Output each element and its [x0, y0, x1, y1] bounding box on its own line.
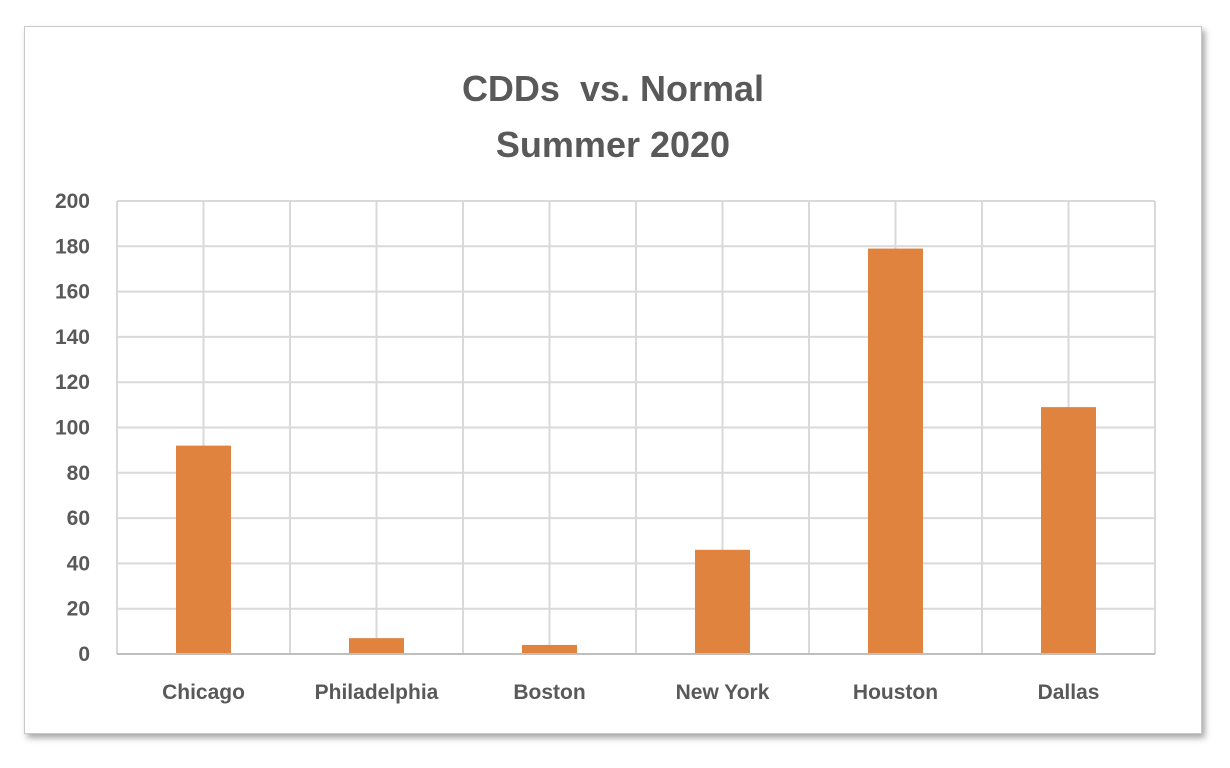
y-tick-label: 200: [55, 190, 90, 213]
chart-subtitle: Summer 2020: [495, 124, 731, 165]
grid-layer: [116, 200, 1156, 654]
y-tick-label: 0: [78, 643, 90, 666]
bar-chicago: [176, 445, 231, 654]
y-tick-label: 40: [67, 552, 90, 575]
y-tick-label: 160: [55, 281, 90, 304]
y-tick-label: 140: [55, 326, 90, 349]
bar-boston: [522, 644, 577, 654]
y-tick-label: 100: [55, 417, 90, 440]
y-tick-label: 20: [67, 598, 90, 621]
chart-title-block: CDDs vs. Normal Summer 2020: [25, 61, 1201, 173]
bar-layer: [176, 248, 1096, 654]
y-tick-label: 120: [55, 371, 90, 394]
bar-dallas: [1041, 407, 1096, 654]
x-tick-label: Boston: [513, 681, 585, 704]
label-layer: 0 20 40 60 80 100 120 140 160 180 200 Chicago Philad…: [55, 190, 1099, 704]
x-tick-label: Philadelphia: [315, 681, 439, 704]
x-tick-label: Chicago: [162, 681, 245, 704]
chart-title: CDDs vs. Normal: [461, 68, 765, 109]
x-tick-label: New York: [676, 681, 770, 704]
y-tick-label: 80: [67, 462, 90, 485]
bar-philadelphia: [349, 638, 404, 654]
y-tick-label: 60: [67, 507, 90, 530]
x-tick-label: Houston: [853, 681, 938, 704]
bar-new-york: [695, 549, 750, 654]
y-tick-label: 180: [55, 235, 90, 258]
bar-houston: [868, 248, 923, 654]
x-tick-label: Dallas: [1038, 681, 1100, 704]
